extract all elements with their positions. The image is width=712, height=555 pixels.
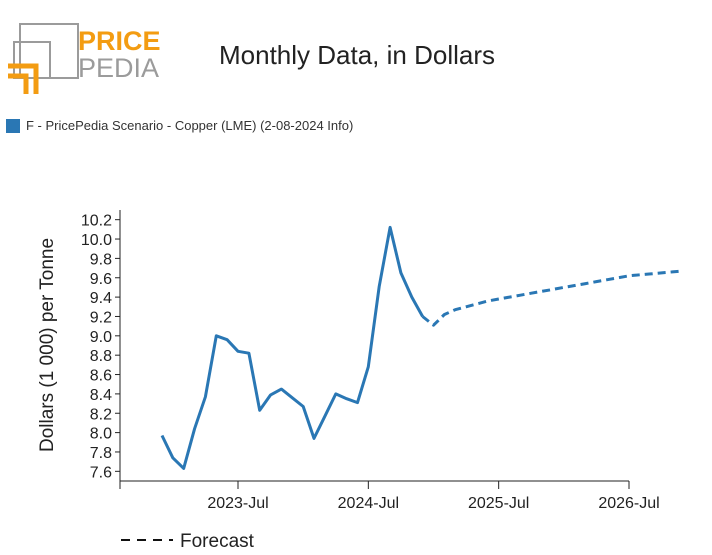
- y-tick-label: 9.2: [90, 309, 112, 326]
- y-tick-label: 7.6: [90, 464, 112, 481]
- x-tick-label: 2024-Jul: [338, 495, 399, 512]
- y-tick-label: 8.6: [90, 368, 112, 385]
- y-tick-label: 8.0: [90, 426, 112, 443]
- logo-word-bottom: PEDIA: [78, 53, 159, 83]
- pricepedia-logo: PRICE PEDIA: [8, 23, 161, 94]
- legend-swatch: [6, 118, 20, 133]
- x-tick-label: 2023-Jul: [207, 495, 268, 512]
- logo-corner-2: [8, 73, 29, 94]
- logo-word-top: PRICE: [78, 26, 161, 56]
- y-axis-title: Dollars (1 000) per Tonne: [37, 238, 58, 452]
- history-line: [160, 225, 424, 470]
- legend-label: F - PricePedia Scenario - Copper (LME) (…: [26, 118, 354, 133]
- y-tick-label: 9.8: [90, 251, 112, 268]
- y-tick-label: 8.4: [90, 387, 112, 404]
- forecast-legend-label: Forecast: [180, 531, 255, 552]
- logo-corner-1: [8, 63, 39, 94]
- x-tick-label: 2026-Jul: [598, 495, 659, 512]
- x-tick-label: 2025-Jul: [468, 495, 529, 512]
- y-tick-label: 10.2: [81, 213, 112, 230]
- y-tick-label: 9.4: [90, 290, 112, 307]
- x-axis: 2023-Jul 2024-Jul 2025-Jul 2026-Jul: [119, 480, 660, 512]
- logo-square-mid: [13, 41, 51, 79]
- series-group: [160, 225, 684, 470]
- y-tick-label: 7.8: [90, 445, 112, 462]
- y-axis: 7.6 7.8 8.0 8.2 8.4 8.6 8.8 9.0 9.2 9.4 9.6 9.8 10.0…: [81, 210, 121, 481]
- y-tick-label: 9.0: [90, 329, 112, 346]
- chart-legend[interactable]: F - PricePedia Scenario - Copper (LME) (…: [6, 118, 353, 133]
- y-tick-label: 10.0: [81, 232, 112, 249]
- y-tick-label: 8.8: [90, 348, 112, 365]
- y-tick-label: 9.6: [90, 271, 112, 288]
- y-tick-label: 8.2: [90, 406, 112, 423]
- forecast-line: [421, 269, 684, 327]
- chart-title: Monthly Data, in Dollars: [219, 40, 495, 70]
